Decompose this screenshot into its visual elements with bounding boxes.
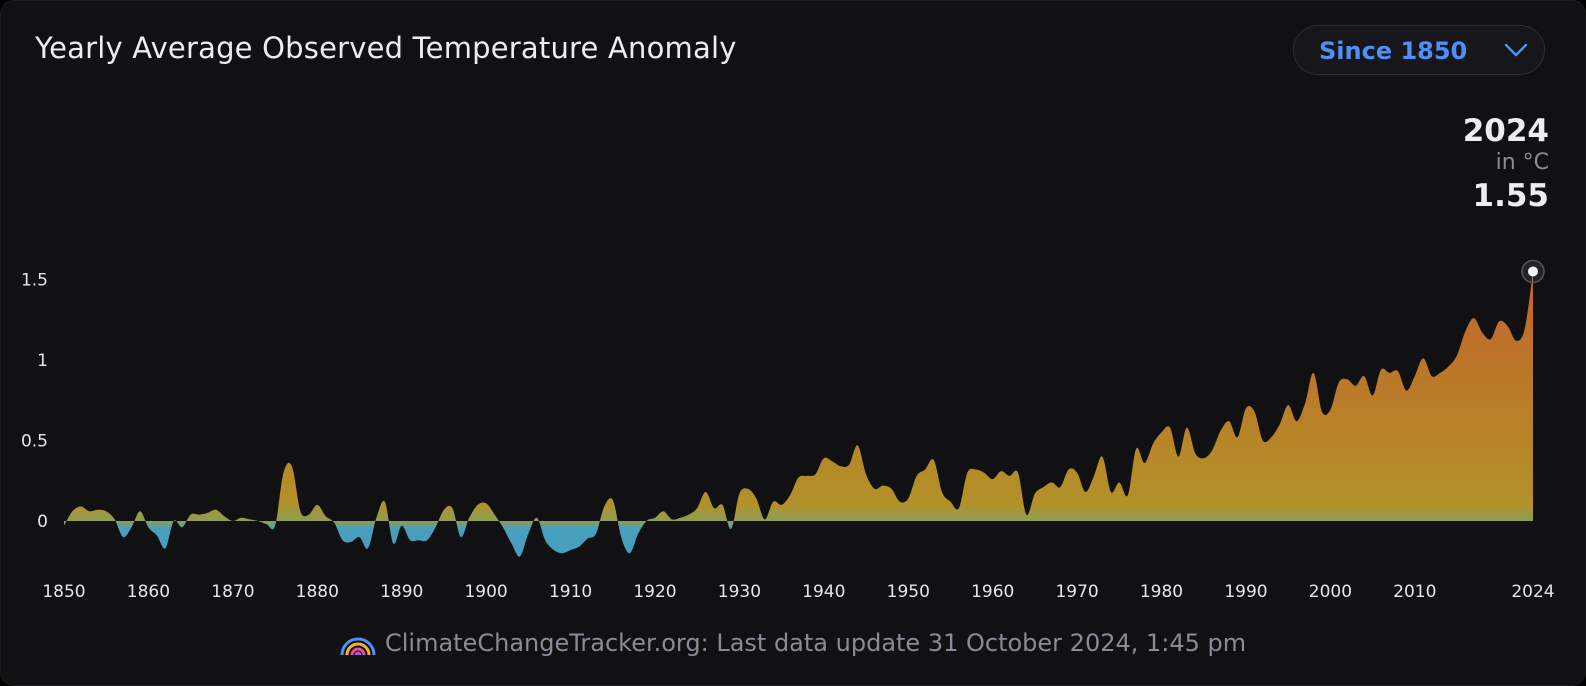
negative-anomaly-area — [118, 529, 731, 557]
x-tick-label: 1950 — [887, 582, 930, 602]
x-tick-label: 1860 — [127, 582, 170, 602]
x-tick-label: 1880 — [296, 582, 339, 602]
x-tick-label: 1920 — [633, 582, 676, 602]
chart-title: Yearly Average Observed Temperature Anom… — [35, 31, 737, 65]
x-tick-label: 2024 — [1511, 582, 1554, 602]
y-tick-label: 1.5 — [21, 271, 48, 291]
highlight-point[interactable] — [1528, 266, 1538, 277]
data-source-footer: ClimateChangeTracker.org: Last data upda… — [339, 625, 1246, 661]
time-range-label: Since 1850 — [1319, 37, 1468, 65]
x-tick-label: 1910 — [549, 582, 592, 602]
x-tick-label: 1960 — [971, 582, 1014, 602]
y-tick-label: 0 — [37, 512, 48, 532]
x-tick-label: 2010 — [1393, 582, 1436, 602]
hover-readout: 2024 in °C 1.55 — [1463, 113, 1549, 215]
x-tick-label: 1980 — [1140, 582, 1183, 602]
x-tick-label: 1870 — [211, 582, 254, 602]
x-tick-label: 1970 — [1055, 582, 1098, 602]
y-tick-label: 0.5 — [21, 432, 48, 452]
chevron-down-icon — [1504, 43, 1528, 57]
x-tick-label: 2000 — [1309, 582, 1352, 602]
x-tick-label: 1990 — [1224, 582, 1267, 602]
readout-value: 1.55 — [1472, 178, 1550, 214]
positive-anomaly-area — [64, 271, 1533, 529]
rainbow-logo-icon — [340, 637, 376, 656]
x-tick-label: 1850 — [42, 582, 85, 602]
readout-unit: in °C — [1495, 150, 1549, 175]
x-tick-label: 1900 — [464, 582, 507, 602]
x-tick-label: 1890 — [380, 582, 423, 602]
x-tick-label: 1930 — [718, 582, 761, 602]
footer-text: ClimateChangeTracker.org: Last data upda… — [385, 629, 1247, 657]
time-range-dropdown[interactable]: Since 1850 — [1293, 25, 1545, 75]
x-tick-label: 1940 — [802, 582, 845, 602]
readout-year: 2024 — [1462, 113, 1549, 149]
y-tick-label: 1 — [37, 351, 48, 371]
